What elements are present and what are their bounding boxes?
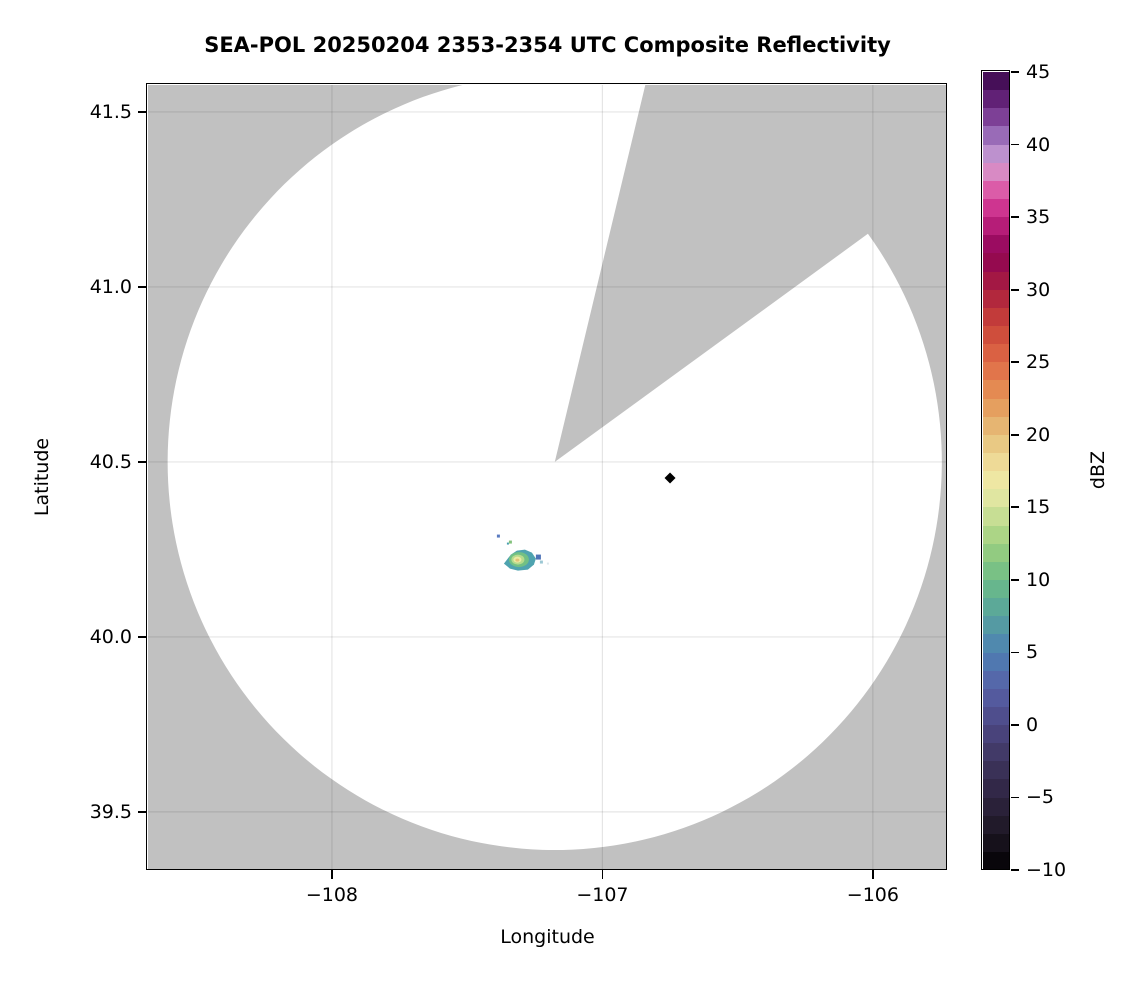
y-tick-label: 41.0 xyxy=(89,275,132,298)
plot-title: SEA-POL 20250204 2353-2354 UTC Composite… xyxy=(204,33,891,57)
colorbar-band xyxy=(983,688,1010,707)
colorbar-band xyxy=(983,289,1010,308)
y-tick-mark xyxy=(138,286,147,288)
colorbar-tick-label: 45 xyxy=(1026,61,1051,83)
colorbar-band xyxy=(983,525,1010,544)
y-tick-label: 41.5 xyxy=(89,100,132,123)
radar-coverage-disk xyxy=(167,85,942,851)
colorbar-tick-mark xyxy=(1011,361,1019,364)
colorbar-tick-label: 0 xyxy=(1026,713,1039,736)
gridlines xyxy=(148,85,947,870)
colorbar-band xyxy=(983,180,1010,199)
y-tick-mark xyxy=(138,636,147,638)
colorbar-tick-mark xyxy=(1011,288,1019,291)
colorbar-band xyxy=(983,380,1010,399)
colorbar-band xyxy=(983,452,1010,472)
x-tick-mark xyxy=(601,870,604,879)
colorbar-tick-mark xyxy=(1011,724,1019,726)
radar-plot-svg xyxy=(148,85,947,870)
colorbar-band xyxy=(983,616,1010,635)
colorbar-tick-label: −5 xyxy=(1026,786,1055,809)
colorbar xyxy=(983,72,1010,871)
colorbar-band xyxy=(983,126,1010,145)
x-tick-label: −106 xyxy=(846,884,899,906)
colorbar-tick-label: 15 xyxy=(1026,496,1051,519)
colorbar-tick-mark xyxy=(1011,579,1019,581)
colorbar-tick-mark xyxy=(1011,143,1019,146)
colorbar-tick-label: 5 xyxy=(1026,641,1039,664)
colorbar-tick-mark xyxy=(1011,869,1019,871)
colorbar-band xyxy=(983,398,1010,417)
colorbar-tick-label: 20 xyxy=(1026,423,1051,446)
y-tick-mark xyxy=(138,811,147,813)
colorbar-tick-label: −10 xyxy=(1026,859,1067,881)
colorbar-band xyxy=(983,217,1010,236)
colorbar-band xyxy=(983,416,1010,435)
x-tick-mark xyxy=(331,870,333,879)
x-tick-label: −108 xyxy=(305,884,359,906)
colorbar-band xyxy=(983,90,1010,109)
colorbar-band xyxy=(983,307,1010,326)
y-tick-label: 40.5 xyxy=(89,450,132,473)
colorbar-band xyxy=(983,325,1010,345)
colorbar-tick-mark xyxy=(1011,651,1019,654)
colorbar-band xyxy=(983,652,1010,671)
y-tick-mark xyxy=(138,461,147,463)
colorbar-band xyxy=(983,362,1010,381)
plot-area xyxy=(148,85,947,870)
colorbar-band xyxy=(983,561,1010,580)
colorbar-tick-mark xyxy=(1011,433,1019,436)
colorbar-band xyxy=(983,743,1010,762)
colorbar-band xyxy=(983,725,1010,744)
colorbar-band xyxy=(983,72,1010,91)
colorbar-band xyxy=(983,579,1010,599)
colorbar-band xyxy=(983,779,1010,798)
colorbar-band xyxy=(983,797,1010,816)
colorbar-band xyxy=(983,198,1010,218)
colorbar-band xyxy=(983,670,1010,689)
colorbar-band xyxy=(983,598,1010,617)
colorbar-band xyxy=(983,852,1010,871)
colorbar-label: dBZ xyxy=(1087,450,1109,490)
colorbar-tick-label: 40 xyxy=(1026,133,1051,156)
colorbar-tick-mark xyxy=(1011,506,1019,509)
colorbar-tick-mark xyxy=(1011,71,1019,73)
x-tick-label: −107 xyxy=(576,884,629,906)
colorbar-band xyxy=(983,634,1010,653)
y-axis-label: Latitude xyxy=(31,437,53,517)
colorbar-band xyxy=(983,471,1010,490)
colorbar-band xyxy=(983,434,1010,453)
colorbar-tick-label: 35 xyxy=(1026,206,1051,229)
colorbar-tick-label: 25 xyxy=(1026,351,1051,374)
x-axis-label: Longitude xyxy=(500,926,595,948)
colorbar-tick-mark xyxy=(1011,216,1019,218)
colorbar-band xyxy=(983,344,1010,363)
colorbar-tick-mark xyxy=(1011,796,1019,799)
y-tick-label: 39.5 xyxy=(89,800,132,823)
colorbar-band xyxy=(983,253,1010,272)
colorbar-band xyxy=(983,761,1010,780)
site-marker xyxy=(664,472,676,484)
y-tick-mark xyxy=(138,111,147,113)
colorbar-band xyxy=(983,815,1010,834)
colorbar-band xyxy=(983,507,1010,526)
colorbar-tick-label: 30 xyxy=(1026,278,1051,301)
x-tick-mark xyxy=(872,870,874,879)
colorbar-band xyxy=(983,162,1010,181)
colorbar-band xyxy=(983,543,1010,562)
colorbar-band xyxy=(983,489,1010,508)
y-tick-label: 40.0 xyxy=(89,625,132,648)
colorbar-tick-label: 10 xyxy=(1026,568,1051,591)
colorbar-band xyxy=(983,833,1010,853)
colorbar-band xyxy=(983,271,1010,290)
echo-blob xyxy=(496,534,549,571)
colorbar-band xyxy=(983,706,1010,726)
colorbar-band xyxy=(983,108,1010,127)
colorbar-band xyxy=(983,235,1010,254)
colorbar-band xyxy=(983,144,1010,163)
